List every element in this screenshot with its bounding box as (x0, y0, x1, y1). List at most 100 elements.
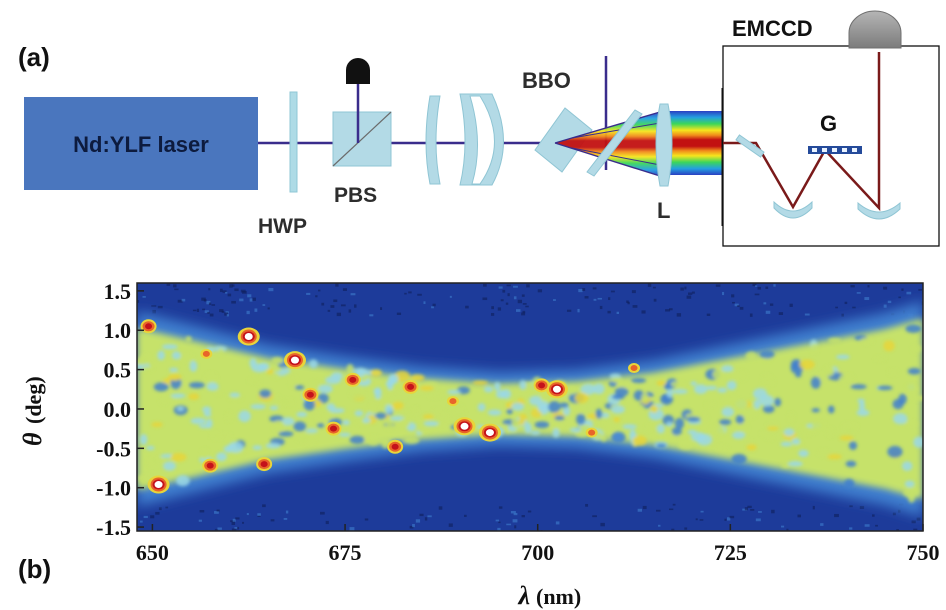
speckle (159, 396, 168, 406)
speckle (645, 423, 656, 432)
x-tick-label: 675 (329, 540, 362, 565)
noise-speck (641, 310, 646, 314)
noise-speck (208, 288, 211, 291)
speckle (656, 380, 666, 386)
hot-spot-layer (154, 481, 163, 489)
speckle (616, 381, 632, 389)
polarizing-beam-splitter (332, 58, 392, 167)
speckle (826, 427, 834, 438)
x-axis-title: λ (nm) (517, 581, 581, 610)
speckle (450, 407, 466, 418)
noise-speck (537, 289, 543, 293)
speckle (342, 419, 350, 426)
hot-spots (140, 319, 641, 494)
speckle (139, 433, 148, 445)
noise-speck (669, 308, 673, 311)
speckle (278, 431, 294, 437)
noise-speck (599, 305, 603, 310)
noise-speck (142, 296, 146, 298)
speckle (857, 398, 865, 403)
speckle (269, 415, 285, 423)
speckle (303, 398, 316, 411)
speckle (696, 433, 713, 446)
hot-spot-layer (552, 385, 561, 393)
noise-speck (495, 519, 500, 522)
noise-speck (525, 305, 529, 308)
hot-spot (446, 396, 459, 407)
noise-speck (150, 515, 155, 519)
noise-speck (209, 313, 214, 317)
noise-speck (647, 283, 652, 287)
noise-speck (497, 527, 501, 531)
speckle (735, 423, 749, 434)
noise-speck (665, 309, 671, 312)
speckle (787, 460, 803, 467)
noise-speck (916, 517, 921, 521)
speckle (200, 448, 209, 460)
input-mirror (735, 134, 765, 158)
noise-speck (505, 302, 509, 305)
hot-spot-layer (460, 422, 469, 430)
noise-speck (672, 503, 676, 506)
noise-speck (349, 527, 355, 531)
noise-layer (137, 283, 923, 531)
y-axis-title: θ (deg) (18, 376, 47, 446)
speckle (399, 418, 410, 428)
noise-speck (204, 310, 209, 313)
noise-speck (206, 300, 211, 305)
noise-speck (626, 300, 629, 303)
y-tick-label: -1.5 (96, 515, 131, 540)
noise-speck (419, 513, 424, 517)
speckle (511, 402, 525, 411)
speckle (266, 368, 274, 375)
speckle (780, 441, 793, 447)
speckle (712, 369, 724, 380)
y-tick-label: -1.0 (96, 476, 131, 501)
noise-speck (222, 290, 227, 293)
speckle (722, 396, 738, 406)
noise-speck (348, 309, 352, 313)
focusing-mirror (857, 201, 901, 220)
noise-speck (502, 289, 506, 293)
noise-speck (892, 512, 896, 516)
noise-speck (676, 313, 682, 317)
speckle (671, 427, 682, 436)
noise-speck (173, 284, 177, 288)
speckle (301, 434, 317, 445)
noise-speck (227, 293, 232, 297)
speckle (225, 411, 233, 422)
noise-speck (911, 520, 916, 524)
noise-speck (867, 285, 870, 288)
speckle (843, 478, 855, 489)
speckle (248, 378, 256, 384)
speckle (189, 360, 198, 372)
noise-speck (864, 524, 870, 527)
noise-speck (582, 288, 586, 291)
noise-speck (268, 287, 274, 292)
noise-speck (500, 299, 504, 302)
y-axis: 1.5 1.0 0.5 0.0 -0.5 -1.0 -1.5 (96, 279, 144, 540)
noise-speck (234, 527, 238, 529)
noise-speck (755, 285, 758, 287)
speckle (325, 376, 342, 385)
noise-speck (483, 283, 487, 287)
speckle (705, 402, 716, 407)
noise-speck (174, 288, 179, 291)
speckle (666, 387, 674, 398)
noise-speck (771, 509, 775, 514)
noise-speck (742, 508, 748, 511)
hot-spot-layer (407, 383, 415, 390)
speckle (554, 415, 565, 421)
speckle (272, 420, 285, 432)
speckle (403, 436, 420, 444)
speckle (721, 365, 734, 373)
noise-speck (158, 507, 162, 511)
speckle (622, 424, 637, 430)
emccd-camera: EMCCD (732, 10, 902, 49)
noise-speck (232, 518, 236, 522)
speckle (487, 409, 502, 416)
speckle (732, 370, 747, 381)
noise-speck (234, 288, 239, 292)
noise-speck (521, 294, 525, 297)
speckle (548, 401, 561, 413)
